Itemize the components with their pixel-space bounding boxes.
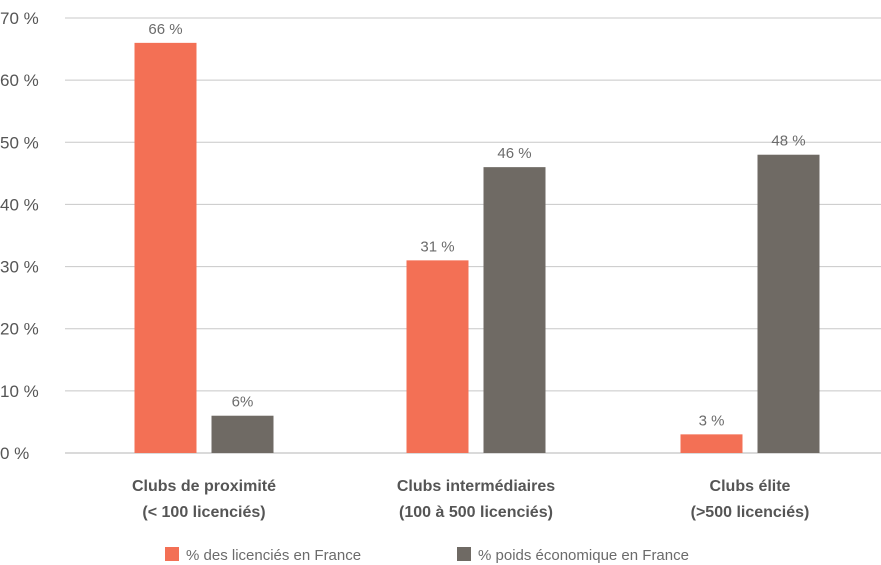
data-label: 46 %	[497, 145, 531, 162]
y-tick-label: 50 %	[0, 133, 39, 152]
legend-label: % des licenciés en France	[186, 547, 361, 564]
legend-swatch	[457, 547, 471, 561]
data-labels: 66 % 31 % 3 % 6% 46 % 48 %	[148, 21, 805, 430]
category-labels: Clubs de proximité (< 100 licenciés) Clubs…	[132, 478, 809, 521]
category-label: (100 à 500 licenciés)	[399, 504, 553, 521]
legend-label: % poids économique en France	[478, 547, 689, 564]
data-label: 48 %	[771, 133, 805, 150]
category-label: Clubs intermédiaires	[397, 478, 555, 495]
bar-poids-economique-1	[483, 167, 546, 453]
category-label: Clubs élite	[710, 478, 791, 495]
data-label: 3 %	[699, 412, 725, 429]
data-label: 6%	[232, 394, 254, 411]
y-tick-label: 0 %	[0, 444, 29, 463]
bars	[134, 42, 820, 453]
bar-licencies-0	[134, 42, 197, 453]
y-tick-label: 30 %	[0, 258, 39, 277]
y-tick-label: 70 %	[0, 9, 39, 28]
category-label: (>500 licenciés)	[691, 504, 810, 521]
legend: % des licenciés en France % poids économi…	[165, 547, 689, 564]
gridlines	[65, 17, 881, 454]
category-label: (< 100 licenciés)	[142, 504, 265, 521]
data-label: 31 %	[420, 238, 454, 255]
bar-licencies-1	[406, 260, 469, 453]
bar-poids-economique-0	[211, 415, 274, 453]
y-axis-ticks: 0 % 10 % 20 % 30 % 40 % 50 % 60 % 70 %	[0, 9, 39, 463]
bar-licencies-2	[680, 434, 743, 453]
y-tick-label: 20 %	[0, 320, 39, 339]
y-tick-label: 40 %	[0, 195, 39, 214]
bar-poids-economique-2	[757, 154, 820, 453]
data-label: 66 %	[148, 21, 182, 38]
legend-swatch	[165, 547, 179, 561]
category-label: Clubs de proximité	[132, 478, 276, 495]
y-tick-label: 10 %	[0, 382, 39, 401]
y-tick-label: 60 %	[0, 71, 39, 90]
